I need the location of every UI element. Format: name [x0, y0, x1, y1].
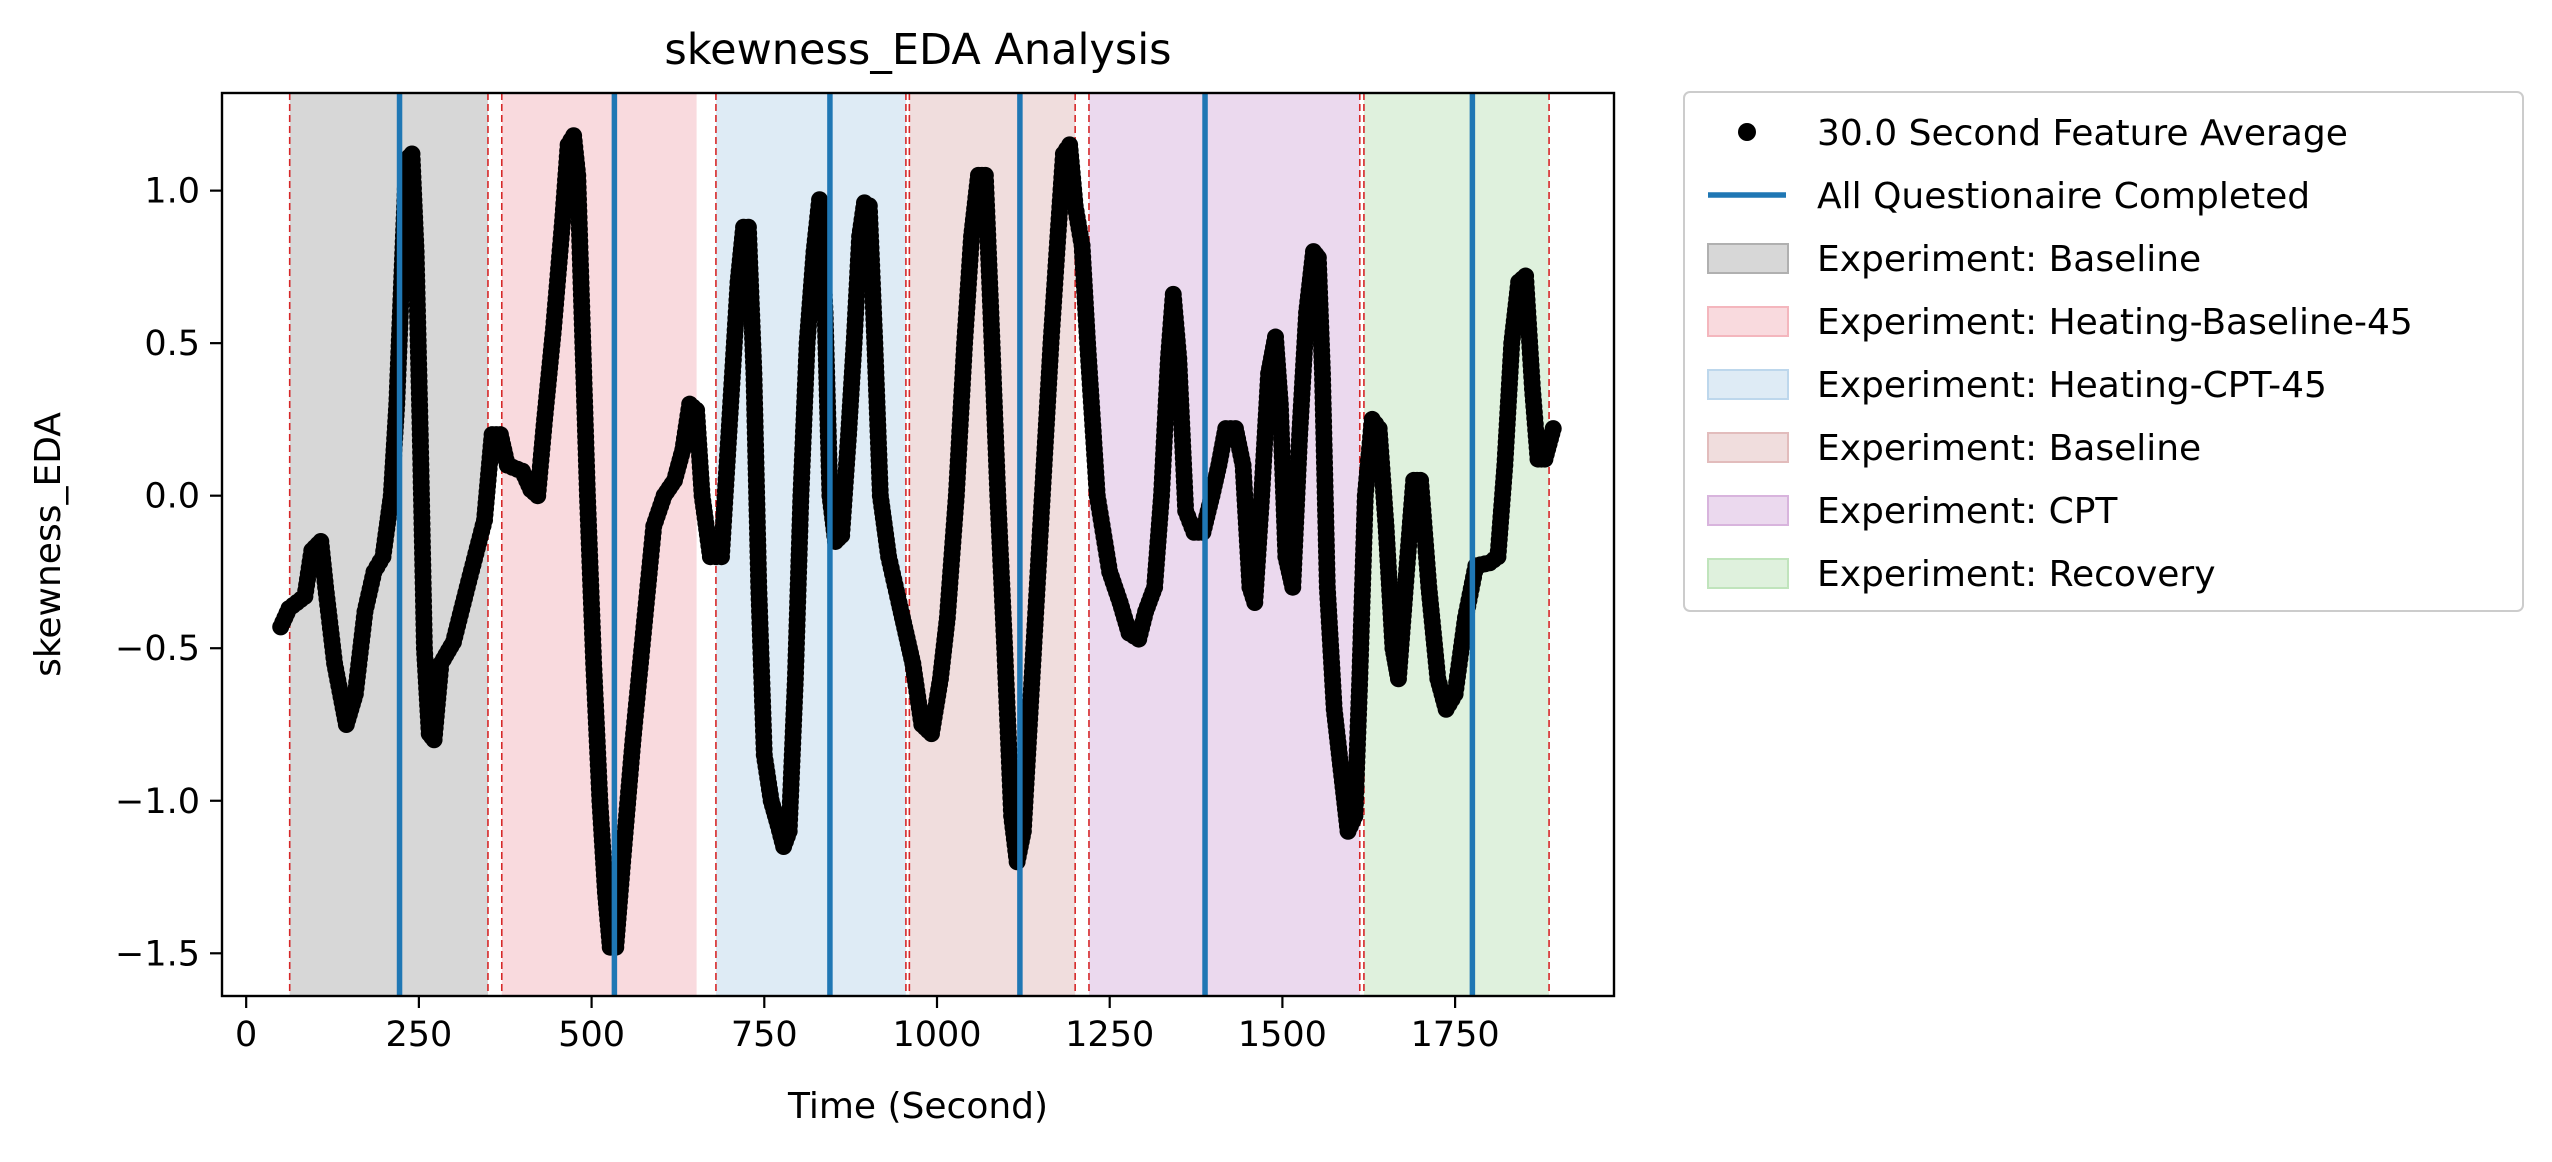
y-tick-label-1: −1.0 — [115, 782, 200, 822]
plot-frame — [220, 91, 1616, 998]
data-point-2280 — [1544, 420, 1562, 438]
legend-label-2: Experiment: Baseline — [1817, 239, 2201, 280]
legend-frame — [1683, 91, 2524, 612]
y-tick-label-5: 1.0 — [144, 172, 200, 212]
x-tick-label-1: 250 — [385, 1015, 452, 1055]
legend-swatch-4 — [1707, 369, 1789, 400]
data-point-layer — [272, 127, 1562, 956]
legend-label-5: Experiment: Baseline — [1817, 428, 2201, 469]
legend-label-3: Experiment: Heating-Baseline-45 — [1817, 302, 2413, 343]
legend-label-7: Experiment: Recovery — [1817, 554, 2216, 595]
x-tick-label-6: 1500 — [1238, 1015, 1327, 1055]
y-tick-label-2: −0.5 — [115, 629, 200, 669]
legend-label-0: 30.0 Second Feature Average — [1817, 113, 2348, 154]
y-tick-label-0: −1.5 — [115, 934, 200, 974]
y-tick-label-3: 0.0 — [144, 477, 200, 517]
legend-swatch-6 — [1707, 495, 1789, 526]
axis-tick-layer: 0 250 500 750 1000 1250 1500 1750 −1.5 −1.0 −0.5 0.… — [115, 172, 1500, 1055]
legend-swatch-5 — [1707, 432, 1789, 463]
x-tick-label-2: 500 — [558, 1015, 625, 1055]
x-axis-label: Time (Second) — [787, 1086, 1048, 1127]
x-tick-label-3: 750 — [731, 1015, 798, 1055]
x-tick-label-4: 1000 — [892, 1015, 981, 1055]
legend: 30.0 Second Feature Average All Questiona… — [1683, 91, 2524, 612]
legend-label-6: Experiment: CPT — [1817, 491, 2118, 532]
x-tick-label-7: 1750 — [1411, 1015, 1500, 1055]
x-tick-label-5: 1250 — [1065, 1015, 1154, 1055]
legend-swatch-7 — [1707, 558, 1789, 589]
y-axis-label: skewness_EDA — [28, 412, 69, 677]
x-tick-label-0: 0 — [235, 1015, 257, 1055]
legend-label-1: All Questionaire Completed — [1817, 176, 2310, 217]
legend-marker-0 — [1738, 123, 1756, 141]
legend-swatch-3 — [1707, 306, 1789, 337]
legend-swatch-2 — [1707, 243, 1789, 274]
chart-title: skewness_EDA Analysis — [664, 25, 1171, 75]
y-tick-label-4: 0.5 — [144, 324, 200, 364]
questionnaire-line-layer — [396, 93, 1476, 996]
legend-label-4: Experiment: Heating-CPT-45 — [1817, 365, 2327, 406]
